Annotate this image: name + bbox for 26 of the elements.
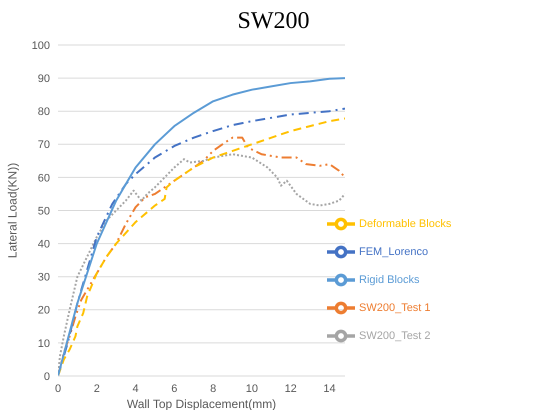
- y-tick-label: 100: [32, 40, 50, 52]
- legend-label: SW200_Test 1: [359, 302, 431, 314]
- x-tick-label: 10: [246, 382, 258, 395]
- legend-label: SW200_Test 2: [359, 330, 431, 342]
- x-tick-label: 6: [171, 382, 178, 395]
- x-tick-label: 14: [323, 382, 336, 395]
- y-tick-label: 0: [44, 370, 50, 383]
- y-tick-label: 40: [38, 238, 50, 251]
- y-tick-label: 90: [38, 73, 50, 86]
- y-tick-label: 80: [38, 106, 50, 118]
- chart-title: SW200: [236, 8, 310, 35]
- legend-label: Rigid Blocks: [359, 274, 420, 286]
- legend-label: FEM_Lorenco: [359, 246, 428, 258]
- y-tick-label: 10: [38, 338, 50, 350]
- legend-label: Deformable Blocks: [359, 218, 452, 230]
- x-tick-label: 12: [284, 382, 297, 395]
- y-axis-title: Lateral Load(KN)): [5, 162, 20, 258]
- x-tick-label: 4: [132, 382, 139, 395]
- x-tick-label: 0: [54, 382, 62, 395]
- y-tick-label: 20: [38, 304, 50, 317]
- y-tick-label: 30: [38, 272, 50, 284]
- y-tick-label: 60: [38, 172, 50, 184]
- x-tick-label: 2: [94, 382, 100, 395]
- x-tick-label: 8: [210, 382, 216, 395]
- y-tick-label: 70: [38, 139, 50, 152]
- y-tick-label: 50: [38, 205, 50, 218]
